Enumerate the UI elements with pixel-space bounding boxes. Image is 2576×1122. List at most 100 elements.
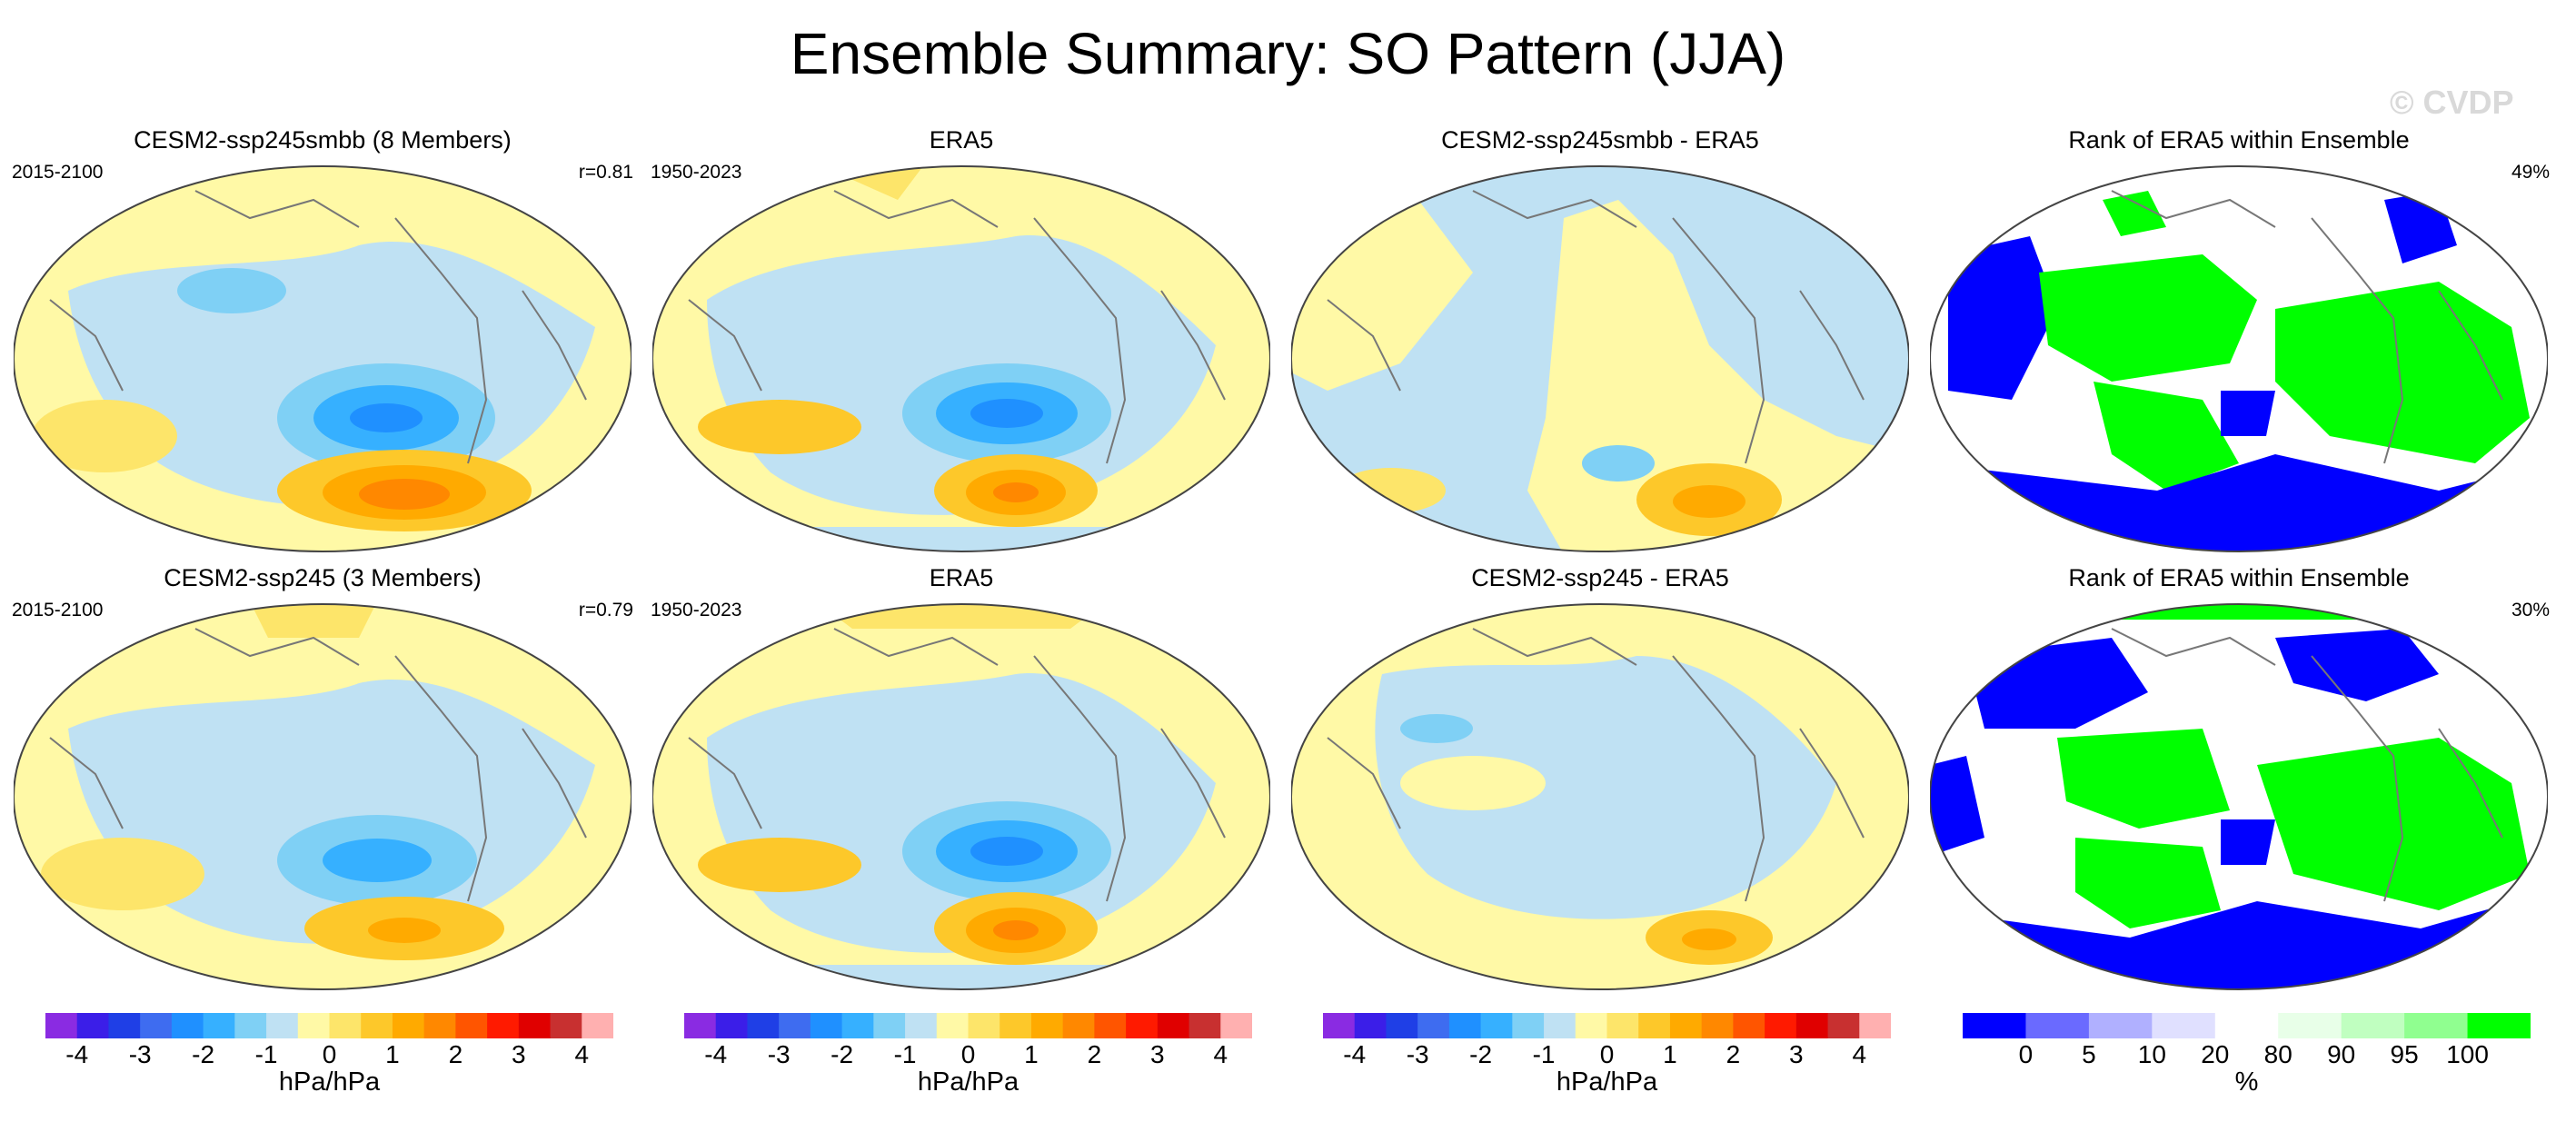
panel-r2-diff: CESM2-ssp245 - ERA5 [1282, 563, 1918, 999]
colorbar-tick-label: -2 [1469, 1040, 1493, 1068]
colorbar-swatches [684, 1013, 1253, 1038]
colorbar-swatch [1094, 1013, 1127, 1038]
colorbar-ticks: -4 -3 -2 -1 0 1 2 3 4 [1323, 1040, 1891, 1073]
colorbar-swatch [1062, 1013, 1095, 1038]
colorbar-swatch [1701, 1013, 1734, 1038]
colorbar-tick-label: 2 [1726, 1040, 1741, 1068]
colorbar-swatch [2404, 1013, 2469, 1038]
colorbar-swatch [1030, 1013, 1064, 1038]
panel-r1-diff: CESM2-ssp245smbb - ERA5 [1282, 125, 1918, 561]
colorbar-swatch [2341, 1013, 2405, 1038]
colorbar-swatch [1000, 1013, 1032, 1038]
colorbar-swatch [1220, 1013, 1253, 1038]
colorbar-swatch [1386, 1013, 1418, 1038]
colorbar-swatch [550, 1013, 582, 1038]
colorbar-swatch [1512, 1013, 1545, 1038]
colorbar-swatch [329, 1013, 362, 1038]
colorbar-tick-label: -3 [767, 1040, 791, 1068]
colorbar-unit: hPa/hPa [917, 1067, 1019, 1097]
colorbar-swatch [779, 1013, 811, 1038]
colorbar-swatch [747, 1013, 780, 1038]
colorbar-swatch [1189, 1013, 1221, 1038]
colorbar-swatch [2278, 1013, 2342, 1038]
pattern-map [14, 165, 632, 552]
colorbar-swatch [810, 1013, 843, 1038]
panel-years: 1950-2023 [651, 600, 742, 621]
colorbar-swatch [2025, 1013, 2090, 1038]
colorbar-swatch [1448, 1013, 1482, 1038]
colorbar-tick-label: -1 [893, 1040, 917, 1068]
colorbar-tick-label: 20 [2201, 1040, 2230, 1068]
colorbar-swatch [76, 1013, 109, 1038]
colorbar-tick-label: -4 [1343, 1040, 1367, 1068]
colorbar-swatch [2214, 1013, 2279, 1038]
pattern-map [652, 603, 1270, 990]
colorbar-swatch [715, 1013, 748, 1038]
colorbar-swatch [1733, 1013, 1765, 1038]
colorbar-swatch [1765, 1013, 1797, 1038]
colorbar-swatch [392, 1013, 425, 1038]
colorbar-tick-label: 2 [1087, 1040, 1102, 1068]
colorbar-swatch [1323, 1013, 1356, 1038]
colorbar-swatch [684, 1013, 717, 1038]
colorbar-pressure-2: -4 -3 -2 -1 0 1 2 3 4 hPa/hPa [684, 1013, 1253, 1097]
colorbar-tick-label: -1 [254, 1040, 278, 1068]
panel-r2-rank: Rank of ERA5 within Ensemble 30% [1921, 563, 2557, 999]
colorbar-tick-label: -2 [830, 1040, 854, 1068]
colorbar-ticks: -4 -3 -2 -1 0 1 2 3 4 [45, 1040, 613, 1073]
colorbar-tick-label: -1 [1532, 1040, 1556, 1068]
colorbar-tick-label: 3 [1150, 1040, 1165, 1068]
colorbar-tick-label: 3 [512, 1040, 526, 1068]
colorbar-swatch [1417, 1013, 1450, 1038]
colorbar-swatch [1126, 1013, 1159, 1038]
colorbar-tick-label: 4 [1213, 1040, 1228, 1068]
panel-title: Rank of ERA5 within Ensemble [2068, 564, 2410, 591]
panel-years: 2015-2100 [12, 162, 104, 183]
colorbar-unit: hPa/hPa [278, 1067, 381, 1097]
panel-title: CESM2-ssp245smbb (8 Members) [134, 126, 512, 154]
colorbar-swatch [1157, 1013, 1190, 1038]
panel-correlation: r=0.79 [578, 600, 633, 621]
colorbar-tick-label: 1 [385, 1040, 400, 1068]
colorbar-swatch [171, 1013, 204, 1038]
panel-r1-obs: ERA5 1950-2023 [643, 125, 1279, 561]
colorbar-tick-label: 4 [1852, 1040, 1867, 1068]
colorbar-tick-label: -4 [65, 1040, 89, 1068]
colorbar-tick-label: 0 [2018, 1040, 2034, 1068]
pattern-map [1291, 165, 1909, 552]
colorbar-swatch [968, 1013, 1000, 1038]
rank-map [1930, 603, 2548, 990]
panel-rank-percent: 30% [2511, 600, 2550, 621]
colorbar-pressure-1: -4 -3 -2 -1 0 1 2 3 4 hPa/hPa [45, 1013, 614, 1097]
colorbar-tick-label: 5 [2082, 1040, 2096, 1068]
pattern-map [652, 165, 1270, 552]
colorbar-tick-label: 95 [2390, 1040, 2419, 1068]
colorbar-tick-label: -3 [128, 1040, 152, 1068]
colorbar-tick-label: 1 [1024, 1040, 1039, 1068]
colorbar-swatch [2152, 1013, 2216, 1038]
panel-title: CESM2-ssp245 - ERA5 [1471, 564, 1729, 591]
colorbar-swatches [1323, 1013, 1892, 1038]
colorbar-tick-label: -2 [192, 1040, 215, 1068]
colorbar-swatch [873, 1013, 906, 1038]
colorbar-tick-label: 1 [1663, 1040, 1677, 1068]
colorbar-swatch [518, 1013, 552, 1038]
panel-title: ERA5 [929, 564, 994, 591]
colorbar-swatch [1638, 1013, 1671, 1038]
panel-rank-percent: 49% [2511, 162, 2550, 183]
colorbar-swatch [1480, 1013, 1513, 1038]
panel-years: 2015-2100 [12, 600, 104, 621]
colorbar-tick-label: 80 [2263, 1040, 2293, 1068]
colorbar-swatch [936, 1013, 969, 1038]
panel-r2-obs: ERA5 1950-2023 [643, 563, 1279, 999]
colorbar-tick-label: 100 [2446, 1040, 2489, 1068]
colorbar-swatch [841, 1013, 874, 1038]
colorbar-swatch [2088, 1013, 2153, 1038]
pattern-map [14, 603, 632, 990]
colorbar-tick-label: 2 [448, 1040, 463, 1068]
colorbar-ticks: 0 5 10 20 80 90 95 100 [1963, 1040, 2531, 1073]
colorbar-tick-label: -3 [1406, 1040, 1429, 1068]
colorbar-swatch [487, 1013, 520, 1038]
rank-map [1930, 165, 2548, 552]
colorbar-tick-label: 4 [574, 1040, 590, 1068]
